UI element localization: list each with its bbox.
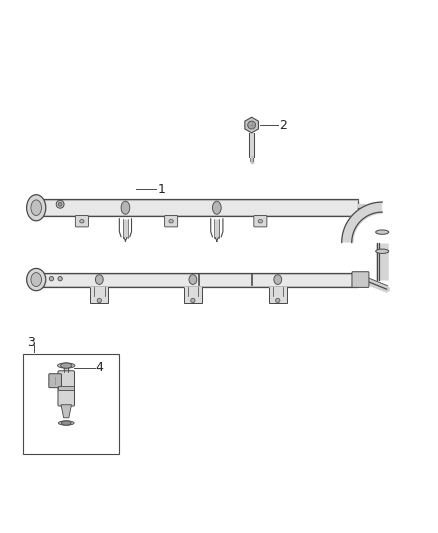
Ellipse shape (95, 274, 103, 285)
Text: 2: 2 (279, 118, 287, 132)
Ellipse shape (31, 272, 42, 287)
Ellipse shape (189, 274, 197, 285)
Bar (268, 287, 287, 303)
Ellipse shape (31, 200, 42, 215)
Ellipse shape (376, 249, 389, 254)
Ellipse shape (212, 201, 221, 214)
FancyBboxPatch shape (165, 215, 178, 227)
Polygon shape (61, 405, 71, 418)
Circle shape (58, 277, 62, 281)
Ellipse shape (27, 195, 46, 221)
Text: 3: 3 (28, 336, 35, 349)
Ellipse shape (80, 220, 84, 223)
Ellipse shape (258, 220, 262, 223)
Ellipse shape (169, 220, 173, 223)
FancyBboxPatch shape (75, 215, 88, 227)
Circle shape (276, 298, 280, 303)
Ellipse shape (274, 274, 282, 285)
Ellipse shape (27, 269, 46, 290)
Ellipse shape (57, 363, 75, 368)
Bar (90, 287, 109, 303)
FancyBboxPatch shape (254, 215, 267, 227)
Circle shape (56, 200, 64, 208)
FancyBboxPatch shape (49, 374, 61, 387)
Circle shape (49, 277, 53, 281)
Polygon shape (245, 117, 258, 133)
Bar (184, 287, 202, 303)
FancyBboxPatch shape (352, 272, 369, 287)
Text: 1: 1 (158, 182, 166, 196)
Bar (36, 272, 358, 287)
Text: 4: 4 (96, 361, 104, 374)
Circle shape (58, 203, 62, 206)
Bar (23, 353, 119, 454)
Ellipse shape (61, 421, 71, 425)
Ellipse shape (60, 363, 72, 368)
Ellipse shape (58, 421, 74, 425)
Circle shape (248, 121, 255, 129)
Circle shape (191, 298, 195, 303)
Circle shape (97, 298, 102, 303)
FancyBboxPatch shape (58, 371, 74, 406)
Bar (36, 199, 358, 216)
Ellipse shape (121, 201, 130, 214)
Bar (58, 386, 74, 390)
Ellipse shape (376, 230, 389, 235)
